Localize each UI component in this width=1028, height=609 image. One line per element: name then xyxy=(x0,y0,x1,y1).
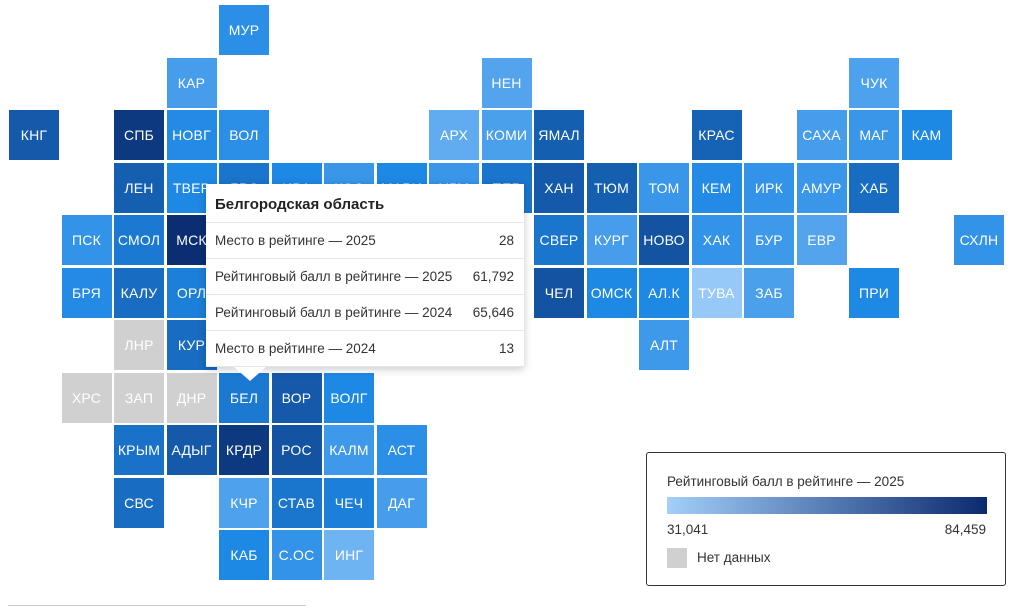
tooltip-pointer xyxy=(234,367,266,381)
region-tile[interactable]: АСТ xyxy=(376,425,427,475)
region-tile[interactable]: СМОЛ xyxy=(114,215,164,265)
region-tile[interactable]: КАР xyxy=(166,57,217,108)
region-tile[interactable]: КЧР xyxy=(219,477,269,528)
region-tile[interactable]: ЛНР xyxy=(114,320,164,370)
region-tile[interactable]: КАЛМ xyxy=(324,425,374,475)
tooltip-row: Место в рейтинге — 2024 13 xyxy=(206,331,524,367)
legend-max-label: 84,459 xyxy=(944,522,986,537)
region-tile[interactable]: АРХ xyxy=(429,110,479,160)
region-tile[interactable]: КАМ xyxy=(901,110,952,160)
region-tile[interactable]: ЗАБ xyxy=(744,267,794,318)
region-tile[interactable]: СПБ xyxy=(114,110,164,160)
region-tile[interactable]: ОМСК xyxy=(586,267,637,318)
region-tile[interactable]: ПРИ xyxy=(849,267,899,318)
region-tile[interactable]: МУР xyxy=(219,5,269,55)
legend-title: Рейтинговый балл в рейтинге — 2025 xyxy=(667,474,905,489)
tooltip-row-value: 65,646 xyxy=(472,305,514,320)
region-tile[interactable]: НОВГ xyxy=(166,110,217,160)
region-tile[interactable]: КРЫМ xyxy=(114,425,164,475)
region-tile[interactable]: ИРК xyxy=(744,162,794,213)
region-tile[interactable]: ЗАП xyxy=(114,372,164,423)
region-tile[interactable]: НЕН xyxy=(481,57,532,108)
region-tile[interactable]: АМУР xyxy=(796,162,847,213)
region-tile[interactable]: ВОЛГ xyxy=(324,372,374,423)
region-tile[interactable]: БРЯ xyxy=(61,267,112,318)
color-legend: Рейтинговый балл в рейтинге — 2025 31,04… xyxy=(646,452,1006,586)
tooltip-row-label: Рейтинговый балл в рейтинге — 2025 xyxy=(215,269,453,284)
region-tile[interactable]: КНГ xyxy=(9,110,59,160)
tooltip-row-value: 28 xyxy=(498,233,514,248)
region-tile[interactable]: ЧЕЛ xyxy=(534,267,584,318)
region-tile[interactable]: КАЛУ xyxy=(114,267,164,318)
region-tile[interactable]: СТАВ xyxy=(271,477,322,528)
region-tile[interactable]: ХАН xyxy=(534,162,584,213)
legend-gradient-bar xyxy=(667,497,987,514)
region-tile[interactable]: АДЫГ xyxy=(166,425,217,475)
tooltip-row-value: 13 xyxy=(498,341,514,356)
region-tooltip: Белгородская область Место в рейтинге — … xyxy=(206,184,524,381)
region-tile[interactable]: ТУВА xyxy=(691,267,742,318)
region-tile[interactable]: ВОЛ xyxy=(219,110,269,160)
region-tile[interactable]: ЧУК xyxy=(849,57,899,108)
tooltip-row: Рейтинговый балл в рейтинге — 2025 61,79… xyxy=(206,259,524,295)
region-tile[interactable]: ЕВР xyxy=(796,215,847,265)
tooltip-row: Рейтинговый балл в рейтинге — 2024 65,64… xyxy=(206,295,524,331)
region-tile[interactable]: ТЮМ xyxy=(586,162,637,213)
region-tile[interactable]: КРДР xyxy=(219,425,269,475)
region-tile[interactable]: С.ОС xyxy=(271,530,322,580)
region-tile[interactable]: РОС xyxy=(271,425,322,475)
region-tile[interactable]: ТОМ xyxy=(639,162,689,213)
tooltip-row-label: Место в рейтинге — 2025 xyxy=(215,233,376,248)
no-data-label: Нет данных xyxy=(697,550,771,565)
region-tile[interactable]: КОМИ xyxy=(481,110,532,160)
legend-min-label: 31,041 xyxy=(667,522,709,537)
region-tile[interactable]: АЛТ xyxy=(639,320,689,370)
region-tile[interactable]: КРАС xyxy=(691,110,742,160)
region-tile[interactable]: СВС xyxy=(114,477,164,528)
region-tile[interactable]: КУРГ xyxy=(586,215,637,265)
region-tile[interactable]: ХАК xyxy=(691,215,742,265)
region-tile[interactable]: ЧЕЧ xyxy=(324,477,374,528)
region-tile[interactable]: НОВО xyxy=(639,215,689,265)
region-tile[interactable]: ДАГ xyxy=(376,477,427,528)
region-tile[interactable]: ВОР xyxy=(271,372,322,423)
region-tile[interactable]: ЯМАЛ xyxy=(534,110,584,160)
tooltip-title: Белгородская область xyxy=(206,184,524,223)
region-tile[interactable]: СВЕР xyxy=(534,215,584,265)
divider xyxy=(8,605,306,606)
region-tile[interactable]: ИНГ xyxy=(324,530,374,580)
tooltip-row-label: Место в рейтинге — 2024 xyxy=(215,341,376,356)
region-tile[interactable]: СХЛН xyxy=(954,215,1004,265)
tooltip-row-value: 61,792 xyxy=(472,269,514,284)
region-tile[interactable]: АЛ.К xyxy=(639,267,689,318)
region-tile[interactable]: МАГ xyxy=(849,110,899,160)
region-tile[interactable]: БУР xyxy=(744,215,794,265)
region-tile[interactable]: ХАБ xyxy=(849,162,899,213)
region-tile[interactable]: ХРС xyxy=(61,372,112,423)
region-tile[interactable]: ДНР xyxy=(166,372,217,423)
tooltip-row: Место в рейтинге — 2025 28 xyxy=(206,223,524,259)
region-tile[interactable]: ПСК xyxy=(61,215,112,265)
region-tile[interactable]: ЛЕН xyxy=(114,162,164,213)
no-data-swatch xyxy=(667,548,687,568)
region-tile[interactable]: САХА xyxy=(796,110,847,160)
tooltip-row-label: Рейтинговый балл в рейтинге — 2024 xyxy=(215,305,453,320)
region-tile[interactable]: КЕМ xyxy=(691,162,742,213)
region-tile[interactable]: КАБ xyxy=(219,530,269,580)
